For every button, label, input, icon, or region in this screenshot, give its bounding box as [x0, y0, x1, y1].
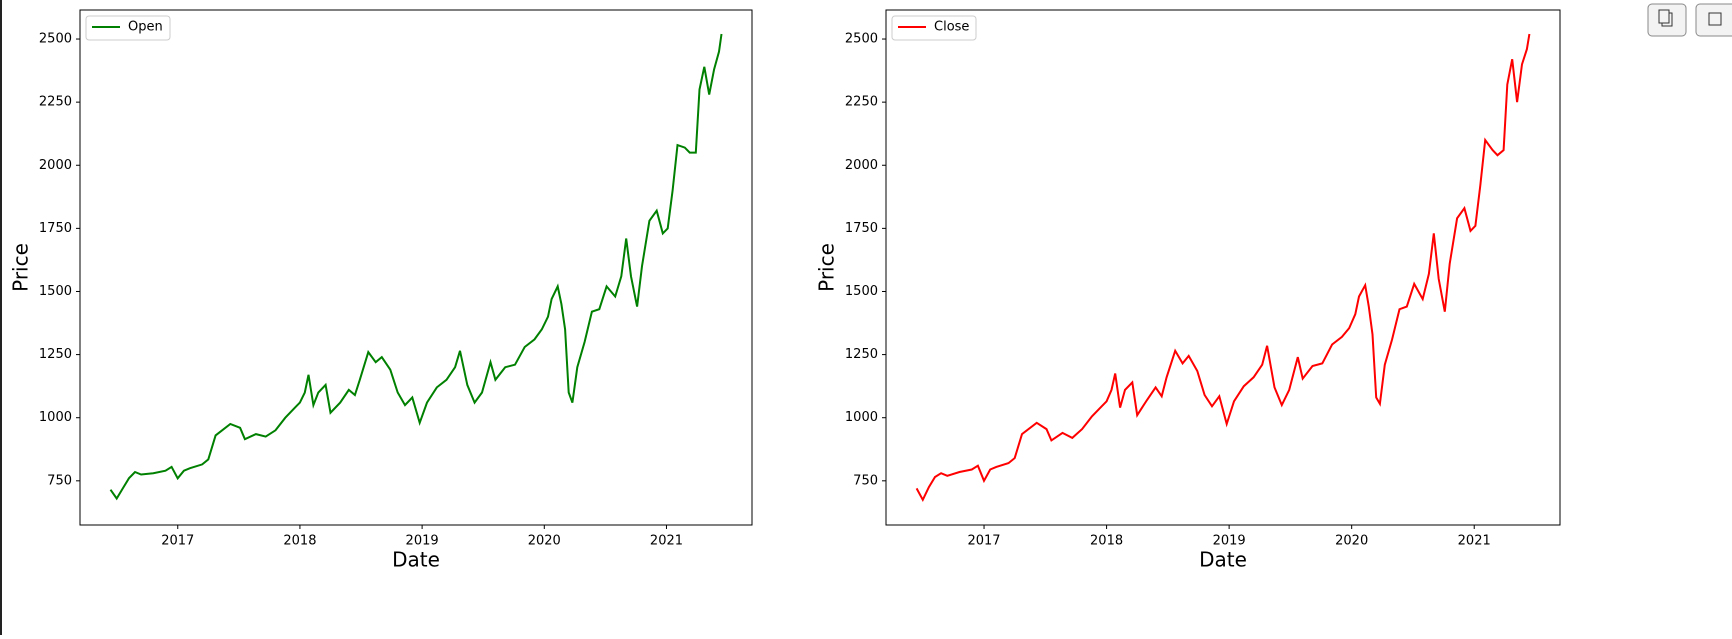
legend-label: Open — [128, 20, 163, 35]
y-axis-label: Price — [815, 243, 839, 292]
copy-icon — [1658, 9, 1670, 24]
y-tick-label: 2500 — [39, 32, 72, 47]
save-button[interactable] — [1695, 3, 1732, 37]
y-tick-label: 1250 — [845, 347, 878, 362]
x-axis-label: Date — [392, 548, 440, 572]
x-tick-label: 2019 — [406, 534, 439, 549]
legend-box — [85, 15, 171, 41]
x-tick-label: 2020 — [1335, 534, 1368, 549]
y-tick-label: 1500 — [39, 284, 72, 299]
y-tick-label: 2000 — [845, 158, 878, 173]
left-border — [0, 0, 2, 635]
y-tick-label: 1500 — [845, 284, 878, 299]
y-tick-label: 1750 — [845, 221, 878, 236]
y-tick-label: 750 — [853, 473, 878, 488]
save-icon — [1708, 12, 1722, 26]
y-tick-label: 2250 — [845, 95, 878, 110]
legend: Open — [85, 15, 171, 41]
legend: Close — [891, 15, 977, 41]
x-tick-label: 2020 — [528, 534, 561, 549]
y-tick-label: 1750 — [39, 221, 72, 236]
x-tick-label: 2018 — [1090, 534, 1123, 549]
x-tick-label: 2021 — [1458, 534, 1491, 549]
y-tick-label: 2000 — [39, 158, 72, 173]
y-tick-label: 2250 — [39, 95, 72, 110]
price-line — [915, 33, 1531, 502]
y-axis-label: Price — [9, 243, 33, 292]
x-axis-label: Date — [1199, 548, 1247, 572]
legend-box — [891, 15, 977, 41]
plot-frame — [885, 9, 1561, 526]
y-tick-label: 2500 — [845, 32, 878, 47]
x-tick-label: 2021 — [650, 534, 683, 549]
x-tick-label: 2018 — [283, 534, 316, 549]
plot-frame — [79, 9, 753, 526]
y-tick-label: 1000 — [39, 410, 72, 425]
y-tick-label: 750 — [47, 473, 72, 488]
chart-panel: 750 1000 1250 1500 1750 2000 2250 2500 2017 2018 2… — [9, 9, 753, 572]
legend-label: Close — [934, 20, 969, 35]
x-tick-label: 2017 — [967, 534, 1000, 549]
x-tick-label: 2019 — [1213, 534, 1246, 549]
copy-button[interactable] — [1647, 3, 1687, 37]
x-tick-label: 2017 — [161, 534, 194, 549]
chart-panel: 750 1000 1250 1500 1750 2000 2250 2500 2017 2018 2… — [815, 9, 1561, 572]
y-tick-label: 1000 — [845, 410, 878, 425]
save-button-box[interactable] — [1695, 3, 1732, 37]
price-line — [109, 33, 723, 501]
y-tick-label: 1250 — [39, 347, 72, 362]
